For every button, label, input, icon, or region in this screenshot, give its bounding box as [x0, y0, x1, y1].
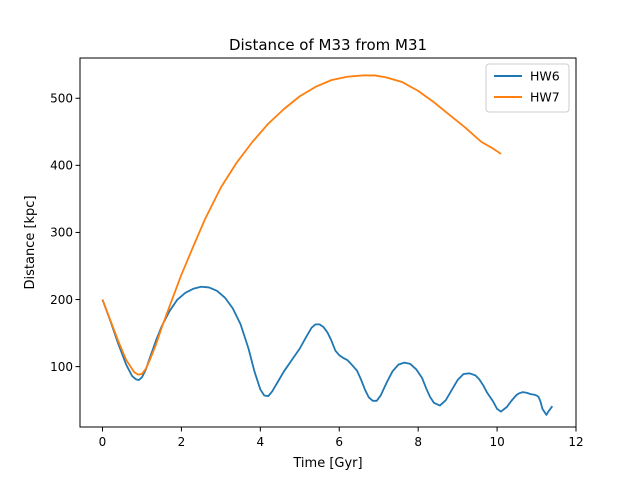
x-tick-label: 6 [335, 435, 343, 449]
y-axis-ticks: 100 200 300 400 500 [50, 92, 80, 374]
x-tick-label: 12 [568, 435, 583, 449]
y-tick-label: 200 [50, 293, 73, 307]
x-tick-label: 4 [257, 435, 265, 449]
y-tick-label: 500 [50, 92, 73, 106]
x-axis-label: Time [Gyr] [292, 456, 362, 471]
plot-area [79, 57, 577, 428]
series-layer [101, 74, 554, 416]
plot-frame [79, 57, 577, 428]
y-tick-label: 400 [50, 159, 73, 173]
series-line-hw7 [101, 74, 502, 376]
series-line-hw6 [101, 285, 554, 416]
x-tick-label: 0 [99, 435, 107, 449]
x-tick-label: 2 [178, 435, 186, 449]
legend-label-hw6: HW6 [530, 69, 560, 84]
y-tick-label: 300 [50, 226, 73, 240]
plot-background [80, 58, 576, 427]
x-axis-ticks: 0 2 4 6 8 10 12 [99, 427, 584, 449]
y-tick-label: 100 [50, 360, 73, 374]
legend-label-hw7: HW7 [530, 90, 560, 105]
y-axis-label: Distance [kpc] [23, 195, 38, 289]
legend: HW6 HW7 [485, 63, 570, 113]
chart-title: Distance of M33 from M31 [229, 36, 427, 54]
x-tick-label: 8 [414, 435, 422, 449]
x-tick-label: 10 [489, 435, 504, 449]
